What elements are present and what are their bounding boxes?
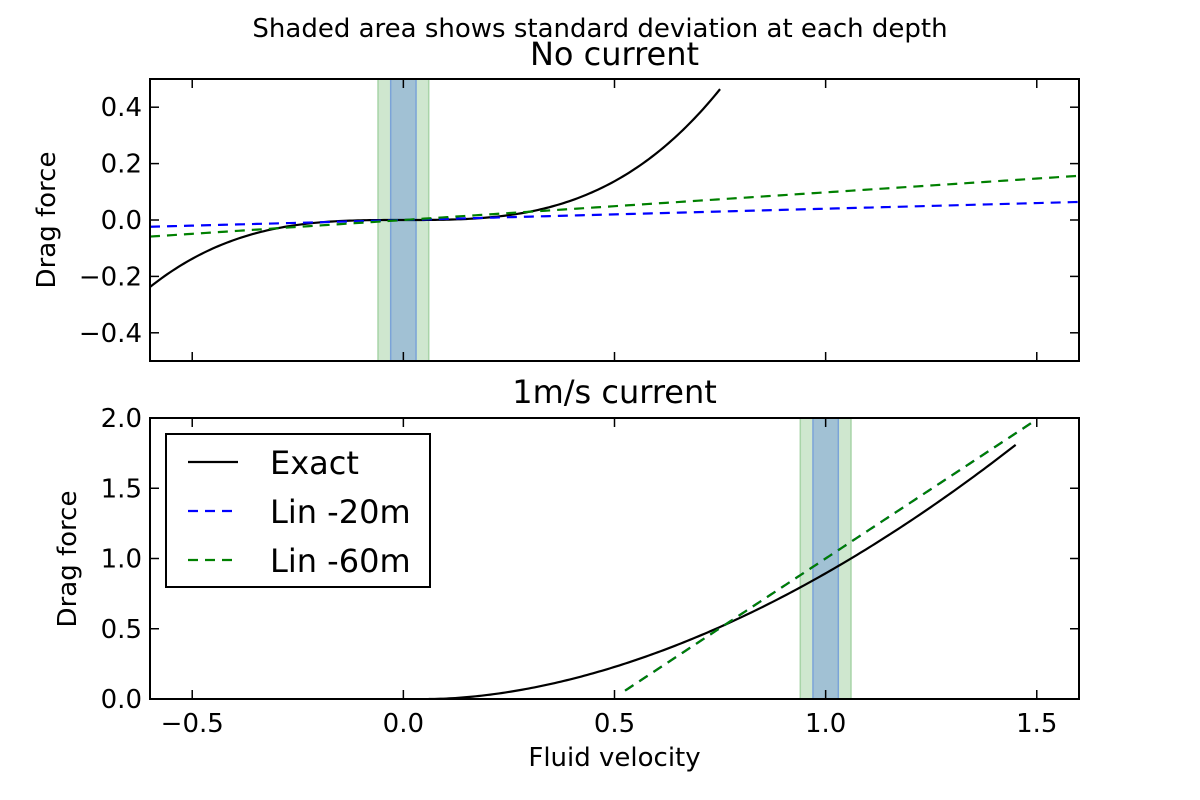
panel-1-title: No current: [530, 35, 699, 73]
legend-label-exact: Exact: [270, 444, 359, 482]
series-line-0: [150, 88, 721, 288]
y-tick-label: 0.0: [101, 685, 142, 715]
panel-1-frame: [149, 78, 1080, 362]
panel-2-title: 1m/s current: [512, 373, 717, 411]
panel-1-ylabel: Drag force: [32, 152, 62, 289]
panel-2-y-ticks: 0.0 0.5 1.0 1.5 2.0: [101, 404, 1079, 715]
y-tick-label: 0.4: [101, 93, 142, 123]
x-tick-label: −0.5: [161, 709, 224, 739]
panel-1-x-ticks: [191, 79, 1038, 361]
x-tick-label: 0.0: [383, 709, 424, 739]
legend-label-lin-60m: Lin -60m: [270, 542, 411, 580]
x-tick-label: 0.5: [594, 709, 635, 739]
series-line-2: [624, 418, 1038, 692]
panel-2-ylabel: Drag force: [53, 491, 83, 628]
y-tick-label: 0.5: [101, 615, 142, 645]
y-tick-label: 0.0: [101, 206, 142, 236]
panel-no-current: No current −0.4 −0.2 0.0 0.2 0.4 Drag force: [32, 35, 1080, 362]
panel-2-xlabel: Fluid velocity: [528, 743, 700, 773]
y-tick-label: 2.0: [101, 404, 142, 434]
series-line-0: [428, 443, 1017, 699]
legend-label-lin-20m: Lin -20m: [270, 493, 411, 531]
x-tick-label: 1.0: [805, 709, 846, 739]
panel-2-series: [428, 418, 1038, 699]
x-tick-label: 1.5: [1016, 709, 1057, 739]
y-tick-label: −0.4: [79, 319, 142, 349]
series-line-2: [150, 174, 1079, 238]
figure-suptitle: Shaded area shows standard deviation at …: [252, 14, 947, 44]
y-tick-label: 0.2: [101, 150, 142, 180]
panel-1ms-current: 1m/s current 0.0 0.5 1.0 1.5 2.0 −0.5 0.0 0.5 1…: [53, 373, 1080, 773]
series-line-1: [150, 200, 1079, 228]
legend: Exact Lin -20m Lin -60m: [165, 433, 431, 588]
panel-1-y-ticks: −0.4 −0.2 0.0 0.2 0.4: [79, 93, 1079, 349]
y-tick-label: 1.5: [101, 474, 142, 504]
panel-1-series: [150, 88, 1079, 288]
y-tick-label: −0.2: [79, 262, 142, 292]
panel-2-x-ticks: −0.5 0.0 0.5 1.0 1.5: [161, 418, 1057, 739]
y-tick-label: 1.0: [101, 545, 142, 575]
